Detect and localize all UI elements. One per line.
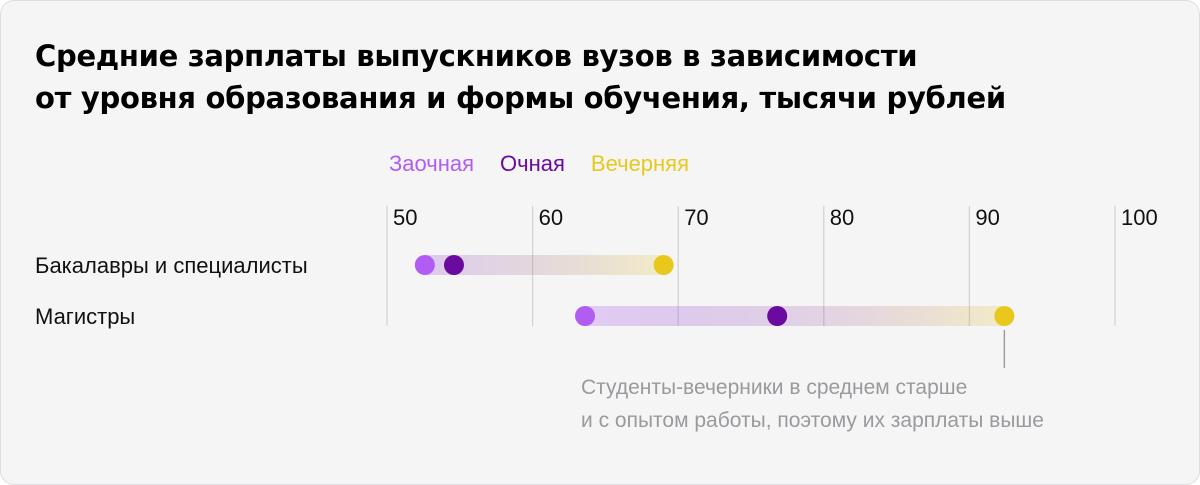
range-band-1 <box>585 306 1005 326</box>
tick-label-100: 100 <box>1121 205 1158 230</box>
tick-label-80: 80 <box>830 205 854 230</box>
dot-0-0 <box>414 255 435 275</box>
chart-title: Средние зарплаты выпускников вузов в зав… <box>35 35 1175 119</box>
dot-0-1 <box>443 255 464 275</box>
title-line-1: Средние зарплаты выпускников вузов в зав… <box>35 39 918 73</box>
category-label-1: Магистры <box>35 304 135 329</box>
legend-item-ochnaya: Очная <box>500 151 565 176</box>
dot-1-0 <box>575 306 596 326</box>
legend-item-zaochnaya: Заочная <box>389 151 475 176</box>
legend: Заочная Очная Вечерняя <box>389 151 689 177</box>
category-label-0: Бакалавры и специалисты <box>35 253 308 278</box>
annotation-line-1: Студенты-вечерники в среднем старше <box>581 376 968 399</box>
legend-item-vechernyaya: Вечерняя <box>590 151 690 176</box>
tick-label-60: 60 <box>539 205 563 230</box>
tick-label-50: 50 <box>393 205 417 230</box>
tick-label-90: 90 <box>975 205 999 230</box>
annotation-line-2: и с опытом работы, поэтому их зарплаты в… <box>581 409 1044 432</box>
range-band-0 <box>424 255 664 275</box>
title-line-2: от уровня образования и формы обучения, … <box>35 81 1006 115</box>
dot-1-2 <box>994 306 1015 326</box>
dot-0-2 <box>653 255 674 275</box>
annotation-text: Студенты-вечерники в среднем старше и с … <box>581 371 1044 437</box>
tick-label-70: 70 <box>684 205 708 230</box>
dot-1-1 <box>767 306 788 326</box>
